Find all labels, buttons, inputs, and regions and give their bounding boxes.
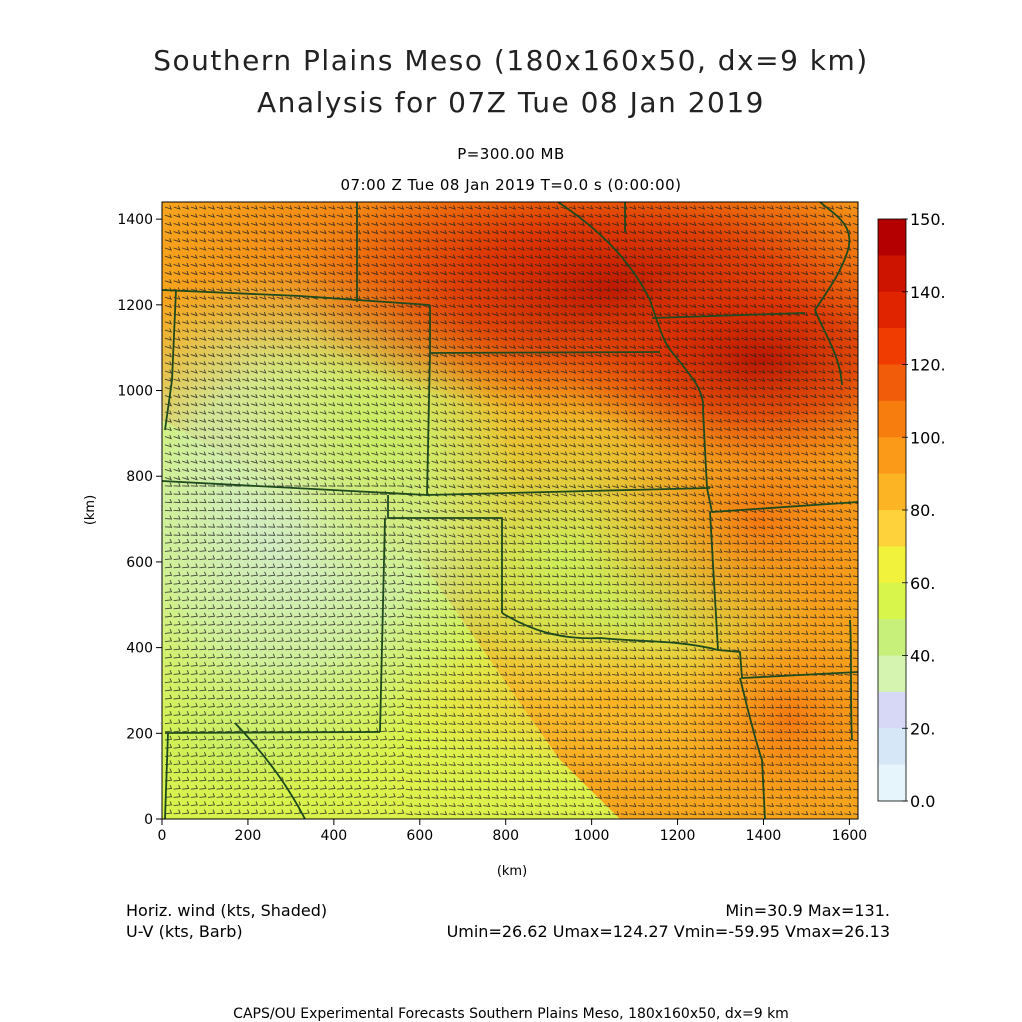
valid-time: 07:00 Z Tue 08 Jan 2019 T=0.0 s (0:00:00…	[340, 176, 682, 194]
colorbar-swatch	[878, 219, 906, 256]
x-axis-label: (km)	[497, 864, 527, 879]
colorbar-swatch	[878, 328, 906, 365]
colorbar-swatch	[878, 400, 906, 438]
colorbar-swatch	[878, 728, 906, 765]
x-tick-label: 400	[320, 828, 347, 844]
x-tick-label: 0	[158, 828, 167, 844]
y-tick-label: 1000	[117, 384, 153, 400]
colorbar-swatch	[878, 655, 906, 693]
pressure-level: P=300.00 MB	[457, 145, 565, 163]
min-max-stats: Min=30.9 Max=131.	[725, 901, 890, 920]
field-name: Horiz. wind (kts, Shaded)	[126, 901, 328, 920]
colorbar-swatch	[878, 582, 906, 620]
y-tick-label: 1200	[117, 298, 153, 314]
colorbar-swatch	[878, 255, 906, 293]
y-tick-label: 800	[126, 469, 153, 485]
vector-name: U-V (kts, Barb)	[126, 922, 243, 941]
colorbar-swatch	[878, 291, 906, 329]
x-tick-label: 1200	[660, 828, 696, 844]
colorbar-swatch	[878, 364, 906, 402]
map-subtitle: Analysis for 07Z Tue 08 Jan 2019	[257, 86, 765, 119]
colorbar-swatch	[878, 619, 906, 656]
x-tick-label: 200	[235, 828, 262, 844]
wind-map: 0 200 400 600 800 1000 1200 1400 1600 0 200 400 600…	[83, 201, 946, 879]
colorbar-label: 80.	[910, 501, 935, 520]
colorbar-label: 20.	[910, 719, 935, 738]
colorbar-label: 40.	[910, 647, 935, 666]
y-tick-label: 600	[126, 555, 153, 571]
colorbar-label: 120.	[910, 356, 946, 375]
colorbar-label: 0.0	[910, 792, 935, 811]
y-tick-label: 200	[126, 726, 153, 742]
y-axis-ticks: 0 200 400 600 800 1000 1200 1400	[117, 212, 162, 828]
colorbar-swatch	[878, 764, 906, 802]
plot-frame	[161, 201, 859, 820]
colorbar: 150. 140. 120. 100. 80. 60. 40. 20. 0.0	[877, 210, 946, 811]
colorbar-swatch	[878, 546, 906, 584]
colorbar-label: 60.	[910, 574, 935, 593]
colorbar-label: 140.	[910, 283, 946, 302]
map-title: Southern Plains Meso (180x160x50, dx=9 k…	[153, 44, 869, 77]
y-tick-label: 0	[144, 812, 153, 828]
x-tick-label: 1400	[746, 828, 782, 844]
x-tick-label: 1600	[832, 828, 868, 844]
wind-barbs	[164, 205, 858, 816]
colorbar-swatch	[878, 510, 906, 547]
x-axis-ticks: 0 200 400 600 800 1000 1200 1400 1600	[158, 819, 868, 844]
x-tick-label: 600	[406, 828, 433, 844]
uv-stats: Umin=26.62 Umax=124.27 Vmin=-59.95 Vmax=…	[446, 922, 890, 941]
y-tick-label: 1400	[117, 212, 153, 228]
colorbar-swatch	[878, 437, 906, 474]
state-boundaries	[162, 202, 858, 819]
wind-speed-shading	[162, 202, 858, 819]
x-tick-label: 800	[492, 828, 519, 844]
y-axis-label: (km)	[83, 495, 98, 525]
y-tick-label: 400	[126, 641, 153, 657]
colorbar-swatch	[878, 473, 906, 511]
colorbar-label: 100.	[910, 428, 946, 447]
colorbar-label: 150.	[910, 210, 946, 229]
colorbar-swatch	[878, 691, 906, 729]
footer-credit: CAPS/OU Experimental Forecasts Southern …	[233, 1006, 789, 1022]
x-tick-label: 1000	[574, 828, 610, 844]
